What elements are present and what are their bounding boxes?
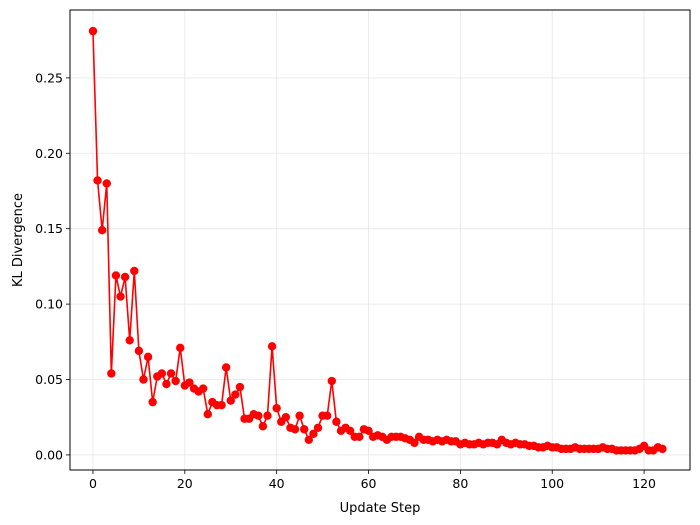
data-point <box>410 438 419 448</box>
data-point <box>217 400 226 410</box>
data-point <box>263 411 272 420</box>
y-tick-label: 0.00 <box>35 447 63 462</box>
x-tick-label: 60 <box>361 476 377 491</box>
series-layer <box>88 26 667 455</box>
y-tick-label: 0.05 <box>35 372 63 387</box>
data-point <box>327 376 336 386</box>
ticks-layer: 0 20 40 60 80 100 120 0.00 0.05 0.10 0.15 0.20 0.25 <box>35 70 656 491</box>
data-point <box>254 411 263 420</box>
data-point <box>235 382 245 392</box>
data-point <box>304 435 314 445</box>
data-point <box>364 426 373 435</box>
data-point <box>93 176 102 185</box>
data-point <box>272 403 281 413</box>
data-point <box>162 379 171 389</box>
data-point <box>231 390 240 399</box>
data-point <box>111 271 121 280</box>
data-point <box>148 397 157 407</box>
data-point <box>107 369 116 378</box>
data-point <box>267 342 277 351</box>
data-point <box>355 432 364 442</box>
x-tick-label: 120 <box>632 476 656 491</box>
y-tick-label: 0.10 <box>35 297 63 312</box>
data-point <box>332 417 341 426</box>
data-point <box>125 336 134 345</box>
data-point <box>322 411 332 420</box>
data-point <box>198 384 208 393</box>
plot-frame <box>69 9 691 471</box>
x-tick-label: 40 <box>269 476 285 491</box>
x-tick-label: 0 <box>89 476 97 491</box>
data-point <box>309 429 318 439</box>
data-point <box>313 423 323 432</box>
data-point <box>185 378 194 387</box>
data-point <box>290 425 300 434</box>
data-point <box>176 343 185 353</box>
data-point <box>281 413 291 422</box>
x-tick-label: 100 <box>540 476 564 491</box>
x-tick-label: 80 <box>452 476 468 491</box>
data-point <box>221 363 231 372</box>
data-point <box>139 375 148 384</box>
data-point <box>130 266 139 276</box>
data-point <box>171 376 180 386</box>
data-point <box>102 179 111 188</box>
data-point <box>120 272 130 282</box>
data-point <box>203 409 212 419</box>
data-point <box>658 444 667 454</box>
data-point <box>295 411 304 420</box>
data-point <box>97 225 107 235</box>
data-point <box>143 352 153 362</box>
y-tick-label: 0.20 <box>35 146 63 161</box>
data-point <box>226 396 235 405</box>
data-point <box>88 26 98 36</box>
data-point <box>134 346 144 356</box>
data-point <box>166 369 176 378</box>
data-point <box>116 292 125 301</box>
x-tick-label: 20 <box>177 476 193 491</box>
y-tick-label: 0.15 <box>35 221 63 236</box>
data-point <box>345 426 355 435</box>
x-axis-title: Update Step <box>340 501 421 516</box>
data-point <box>258 422 268 431</box>
y-tick-label: 0.25 <box>35 70 63 85</box>
y-axis-title: KL Divergence <box>11 193 26 287</box>
data-point <box>300 425 309 434</box>
data-point <box>157 369 167 378</box>
